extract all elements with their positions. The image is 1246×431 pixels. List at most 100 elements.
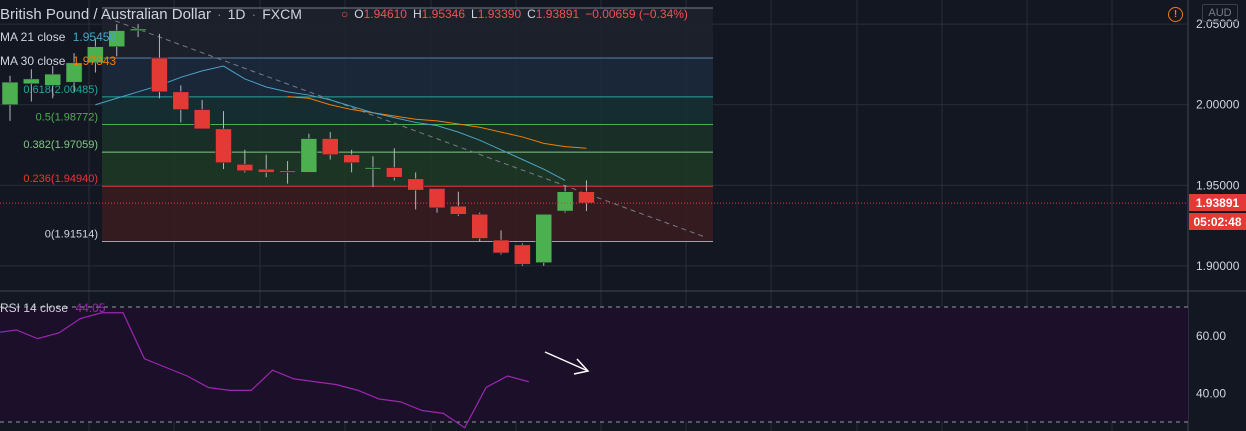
ohlc-readout: ○ O1.94610 H1.95346 L1.93390 C1.93891 −0.0065… [341,7,694,21]
currency-badge[interactable]: AUD [1202,4,1238,22]
candle [23,69,40,102]
candle-body [343,154,360,163]
candle [364,156,382,187]
high-label: H [412,7,422,21]
candle [1,75,19,121]
candle-body [65,62,83,83]
high-value: 1.95346 [421,7,466,21]
candle [343,149,360,173]
symbol-header[interactable]: British Pound / Australian Dollar · 1D ·… [0,3,302,25]
exchange-label: FXCM [262,6,302,22]
candle-body [236,164,254,172]
trend-line [106,17,705,238]
candle-body [193,109,211,130]
low-value: 1.93390 [477,7,522,21]
fib-level-label: 0.618(2.00485) [23,84,98,96]
warning-circle-icon[interactable]: ! [1168,7,1183,22]
candle [535,214,552,266]
rsi-legend[interactable]: RSI 14 close 44.05 [0,301,105,315]
candle [129,24,147,38]
candle [492,230,510,255]
candle-body [386,167,403,178]
candle [151,33,168,99]
arrow-head [573,358,590,375]
status-dot-icon: ○ [341,7,349,21]
rsi-label: RSI 14 close [0,301,69,315]
symbol-name[interactable]: British Pound / Australian Dollar [0,5,211,23]
candle-body [257,168,275,173]
candle-body [215,128,232,163]
candle [556,185,574,213]
candle-body [556,191,574,212]
candle-body [471,214,488,239]
close-value: 1.93891 [535,7,580,21]
change-value: −0.00659 (−0.34%) [585,7,688,21]
candle-body [514,244,531,265]
price-tick-label: 2.00000 [1196,98,1240,112]
candle-body [108,30,125,47]
ma21-value: 1.95450 [72,30,117,44]
candle-body [279,170,296,173]
candle-body [364,167,382,170]
candle-body [578,191,595,204]
candle-body [44,73,61,86]
ma21-label: MA 21 close [0,30,66,44]
candle [65,53,83,92]
candle [407,172,424,210]
candle-body [407,178,424,191]
candle [514,243,531,266]
arrow-annotation [544,351,589,372]
fib-zone [102,186,713,242]
ma30-label: MA 30 close [0,54,66,68]
candle-body [1,81,19,105]
candle [193,99,211,130]
candle [172,85,190,123]
ma30-legend[interactable]: MA 30 close 1.97343 [0,54,116,68]
rsi-tick-label: 40.00 [1196,386,1226,400]
candle [44,66,61,99]
candle [279,161,296,184]
close-label: C [527,7,536,21]
fib-level-label: 0.5(1.98772) [36,112,98,124]
rsi-value: 44.05 [75,301,106,315]
candle [578,180,595,212]
low-label: L [471,7,478,21]
candle-body [129,28,147,31]
candle-body [492,239,510,254]
fib-level-label: 0.236(1.94940) [23,173,98,185]
candle-body [300,138,318,173]
fib-zone [102,8,713,58]
price-tick-label: 1.90000 [1196,259,1240,273]
candle-body [450,205,467,215]
candle [471,212,488,242]
candle [236,149,254,173]
open-value: 1.94610 [363,7,407,21]
open-label: O [354,7,364,21]
fib-zone [102,58,713,97]
bar-countdown-label: 05:02:48 [1189,213,1246,231]
candle-body [535,214,552,263]
fib-zone [102,124,713,153]
ma21-line [95,65,566,181]
ma30-value: 1.97343 [72,54,117,68]
fib-level-label: 0.382(1.97059) [23,139,98,151]
candle-body [322,138,339,155]
rsi-line [0,312,529,429]
candle-body [428,188,446,209]
separator: · [251,6,257,22]
interval-label[interactable]: 1D [227,6,246,22]
separator: · [216,6,222,22]
ma30-line [287,96,587,149]
candle [300,133,318,173]
price-tick-label: 2.05000 [1196,17,1240,31]
ma21-legend[interactable]: MA 21 close 1.95450 [0,30,116,44]
rsi-band-fill [0,307,1188,422]
candle [322,132,339,160]
candle [87,38,104,73]
candle-body [151,57,168,93]
current-price-label: 1.93891 [1189,194,1246,212]
candle-body [87,46,104,64]
candle [108,24,125,57]
price-tick-label: 1.95000 [1196,178,1240,192]
